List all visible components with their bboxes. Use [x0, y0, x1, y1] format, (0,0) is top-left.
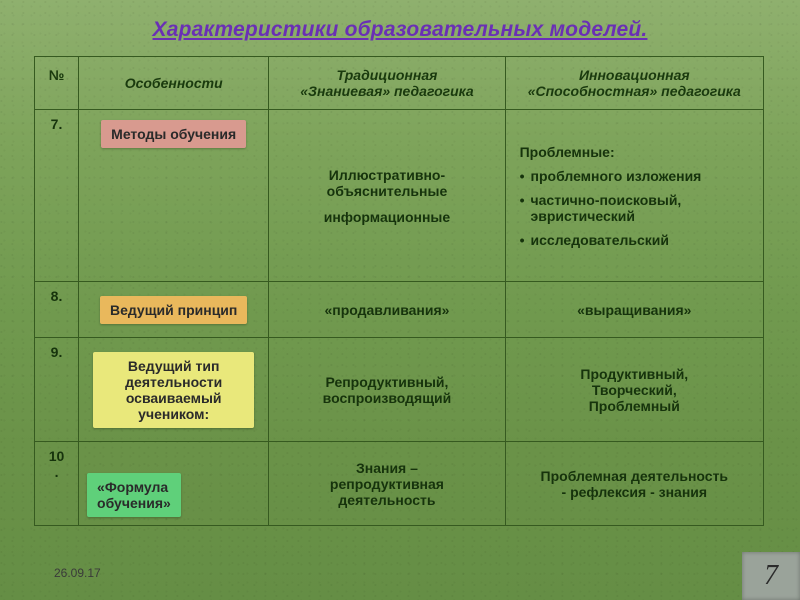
text-line: воспроизводящий [277, 390, 496, 406]
row-traditional: Знания – репродуктивная деятельность [269, 442, 505, 526]
row-number: 10 . [35, 442, 79, 526]
text-line: объяснительные [327, 183, 448, 199]
text-line: Ведущий тип [103, 358, 244, 374]
table-row: 8. Ведущий принцип «продавливания» «выра… [35, 282, 764, 338]
text-line: Проблемный [514, 398, 755, 414]
list-header: Проблемные: [520, 144, 615, 160]
row-feature: Ведущий принцип [79, 282, 269, 338]
page-number-box: 7 [742, 552, 800, 600]
text-line: . [43, 464, 70, 480]
col-header-inno-line1: Инновационная [512, 67, 757, 83]
table-row: 9. Ведущий тип деятельности осваиваемый … [35, 338, 764, 442]
text-line: обучения» [97, 495, 171, 511]
row-feature: «Формула обучения» [79, 442, 269, 526]
text-line: деятельности [103, 374, 244, 390]
col-header-trad-line2: «Знаниевая» педагогика [275, 83, 498, 99]
badge-formula: «Формула обучения» [87, 473, 181, 517]
table-header-row: № Особенности Традиционная «Знаниевая» п… [35, 57, 764, 110]
row-number: 7. [35, 110, 79, 282]
text-line: Творческий, [514, 382, 755, 398]
table-row: 7. Методы обучения Иллюстративно- объясн… [35, 110, 764, 282]
list-item: исследовательский [531, 232, 669, 248]
col-header-trad-line1: Традиционная [275, 67, 498, 83]
page-number: 7 [764, 560, 778, 592]
text-line: осваиваемый [103, 390, 244, 406]
col-header-traditional: Традиционная «Знаниевая» педагогика [269, 57, 505, 110]
slide-date: 26.09.17 [54, 566, 101, 580]
row-number: 9. [35, 338, 79, 442]
badge-principle: Ведущий принцип [100, 296, 247, 324]
badge-methods: Методы обучения [101, 120, 246, 148]
col-header-innovative: Инновационная «Способностная» педагогика [505, 57, 763, 110]
col-header-number: № [35, 57, 79, 110]
text-line: деятельность [277, 492, 496, 508]
row-traditional: Иллюстративно- объяснительные информацио… [269, 110, 505, 282]
page-title: Характеристики образовательных моделей. [0, 18, 800, 42]
text-line: Проблемная деятельность [514, 468, 755, 484]
list-item: частично-поисковый, эвристический [531, 192, 749, 224]
text-line: репродуктивная [277, 476, 496, 492]
row-traditional: Репродуктивный, воспроизводящий [269, 338, 505, 442]
text-line: информационные [324, 209, 450, 225]
text-line: Репродуктивный, [277, 374, 496, 390]
row-feature: Методы обучения [79, 110, 269, 282]
text-line: «Формула [97, 479, 171, 495]
text-line: Знания – [277, 460, 496, 476]
col-header-features: Особенности [79, 57, 269, 110]
text-line: Иллюстративно- [327, 167, 448, 183]
text-line: - рефлексия - знания [514, 484, 755, 500]
row-innovative: Продуктивный, Творческий, Проблемный [505, 338, 763, 442]
row-innovative: «выращивания» [505, 282, 763, 338]
badge-activity-type: Ведущий тип деятельности осваиваемый уче… [93, 352, 254, 428]
row-traditional: «продавливания» [269, 282, 505, 338]
table-row: 10 . «Формула обучения» Знания – репроду… [35, 442, 764, 526]
list-item: проблемного изложения [531, 168, 702, 184]
row-feature: Ведущий тип деятельности осваиваемый уче… [79, 338, 269, 442]
row-number: 8. [35, 282, 79, 338]
row-innovative: Проблемные: проблемного изложения частич… [505, 110, 763, 282]
col-header-inno-line2: «Способностная» педагогика [512, 83, 757, 99]
text-line: учеником: [103, 406, 244, 422]
row-innovative: Проблемная деятельность - рефлексия - зн… [505, 442, 763, 526]
text-line: 10 [43, 448, 70, 464]
text-line: Продуктивный, [514, 366, 755, 382]
models-table: № Особенности Традиционная «Знаниевая» п… [34, 56, 764, 526]
